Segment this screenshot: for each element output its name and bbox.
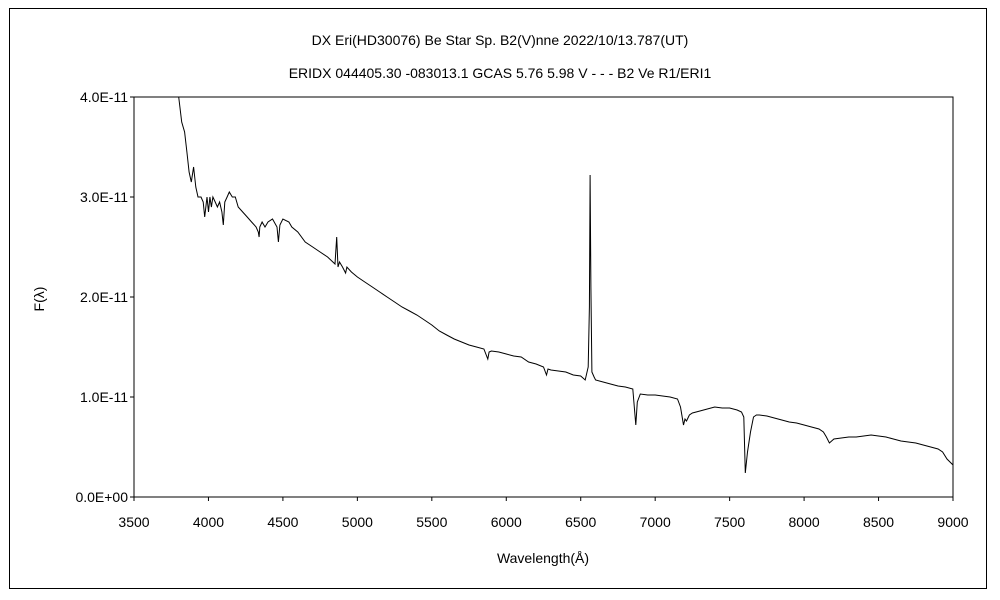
y-tick-label: 2.0E-11: [80, 289, 128, 305]
chart-subtitle: ERIDX 044405.30 -083013.1 GCAS 5.76 5.98…: [289, 65, 712, 81]
x-tick-label: 7000: [640, 514, 671, 530]
spectrum-line: [178, 96, 954, 474]
y-tick-label: 4.0E-11: [80, 89, 128, 105]
x-tick-label: 4500: [267, 514, 298, 530]
spectrum-chart: DX Eri(HD30076) Be Star Sp. B2(V)nne 202…: [31, 32, 969, 566]
y-axis: 0.0E+00 1.0E-11 2.0E-11 3.0E-11 4.0E-11: [75, 89, 134, 505]
x-tick-label: 8000: [789, 514, 820, 530]
plot-area: [133, 96, 954, 498]
chart-title: DX Eri(HD30076) Be Star Sp. B2(V)nne 202…: [312, 32, 689, 48]
chart-frame: DX Eri(HD30076) Be Star Sp. B2(V)nne 202…: [9, 8, 987, 589]
x-tick-label: 5500: [416, 514, 447, 530]
x-tick-label: 5000: [342, 514, 373, 530]
y-tick-label: 3.0E-11: [80, 189, 128, 205]
x-tick-label: 3500: [118, 514, 149, 530]
x-tick-label: 6500: [565, 514, 596, 530]
x-axis-label: Wavelength(Å): [497, 550, 589, 566]
y-tick-label: 1.0E-11: [80, 389, 128, 405]
x-tick-label: 7500: [714, 514, 745, 530]
x-tick-label: 4000: [193, 514, 224, 530]
x-tick-label: 6000: [491, 514, 522, 530]
x-tick-label: 8500: [863, 514, 894, 530]
y-tick-label: 0.0E+00: [75, 489, 128, 505]
x-axis: 3500 4000 4500 5000 5500 6000 6500 7000 7500 8000…: [118, 497, 969, 530]
y-axis-label: F(λ): [31, 287, 47, 312]
x-tick-label: 9000: [937, 514, 968, 530]
